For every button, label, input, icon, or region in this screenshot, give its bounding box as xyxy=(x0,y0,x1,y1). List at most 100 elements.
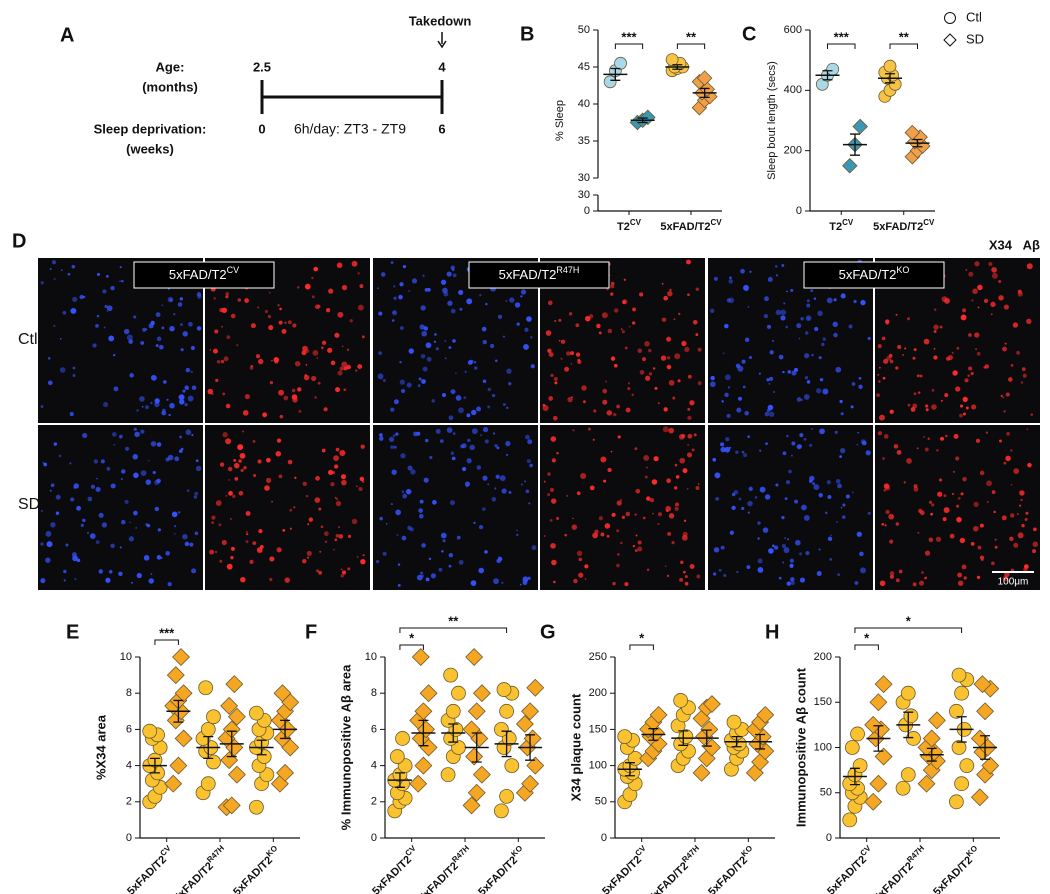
signal xyxy=(96,477,98,480)
signal xyxy=(392,310,398,316)
signal xyxy=(882,376,886,380)
signal xyxy=(145,479,152,485)
signal xyxy=(804,331,809,335)
signal xyxy=(583,400,586,404)
signal xyxy=(949,533,955,539)
signal xyxy=(994,545,998,549)
signal xyxy=(957,580,964,586)
data-point xyxy=(665,53,679,66)
signal xyxy=(421,379,426,384)
signal xyxy=(743,284,749,291)
label-sup: R47H xyxy=(450,843,471,864)
signal xyxy=(282,528,286,532)
signal xyxy=(747,306,750,308)
label-base: 5xFAD/T2 xyxy=(499,267,557,282)
signal xyxy=(560,339,566,344)
label-base: 5xFAD/T2 xyxy=(825,854,869,894)
data-point xyxy=(973,675,992,694)
signal xyxy=(284,577,290,583)
signal xyxy=(323,531,329,537)
signal xyxy=(291,394,298,400)
signal xyxy=(420,305,426,311)
signal xyxy=(956,516,962,523)
signal xyxy=(991,490,996,494)
signal xyxy=(484,439,489,444)
signal xyxy=(408,289,411,292)
signal xyxy=(620,499,622,501)
signal xyxy=(589,314,594,319)
signal xyxy=(816,571,822,577)
signal xyxy=(220,359,225,364)
signal xyxy=(673,318,676,321)
signal xyxy=(278,389,285,396)
signal xyxy=(972,288,978,295)
signal xyxy=(106,466,111,471)
signal xyxy=(351,518,358,525)
significance-label: ** xyxy=(686,29,697,44)
signal xyxy=(337,311,344,318)
signal xyxy=(993,510,996,514)
error-bar xyxy=(956,716,967,743)
signal xyxy=(684,581,689,586)
signal xyxy=(558,339,561,342)
y-tick-label: 200 xyxy=(814,651,832,663)
signal xyxy=(143,555,150,561)
signal xyxy=(527,439,533,445)
signal xyxy=(682,468,688,474)
signal xyxy=(681,342,685,346)
signal xyxy=(1010,449,1013,452)
signal xyxy=(277,304,280,307)
label-base: 5xFAD/T2 xyxy=(172,860,216,894)
signal xyxy=(743,453,748,458)
signal xyxy=(306,550,312,556)
signal xyxy=(697,381,702,386)
signal xyxy=(334,538,338,542)
signal xyxy=(225,494,228,497)
signal xyxy=(637,348,643,353)
y-tick-label: 150 xyxy=(589,723,607,735)
signal xyxy=(492,432,496,435)
signal xyxy=(508,382,512,386)
signal xyxy=(315,476,320,481)
label-sup: R47H xyxy=(556,265,579,275)
signal xyxy=(447,300,453,306)
signal xyxy=(233,462,240,469)
signal xyxy=(482,507,486,511)
signal xyxy=(196,326,202,331)
signal xyxy=(606,410,613,416)
signal xyxy=(860,299,866,306)
data-point xyxy=(526,756,545,775)
signal xyxy=(470,409,477,416)
signal xyxy=(725,437,730,442)
y-tick-label: 50 xyxy=(595,796,607,808)
signal xyxy=(45,530,52,537)
signal xyxy=(867,511,871,515)
signal xyxy=(610,281,615,286)
signal xyxy=(105,577,111,583)
signal xyxy=(931,388,935,392)
data-point xyxy=(521,702,540,721)
signal xyxy=(573,578,578,584)
signal xyxy=(51,260,57,265)
signal xyxy=(179,435,182,439)
data-point xyxy=(169,756,188,775)
signal xyxy=(58,454,62,458)
signal xyxy=(558,318,562,322)
signal xyxy=(523,343,529,350)
signal xyxy=(924,447,929,452)
signal xyxy=(1005,392,1010,397)
signal xyxy=(661,317,667,322)
data-point xyxy=(276,763,295,782)
signal xyxy=(221,539,227,546)
error-bar xyxy=(173,699,184,723)
signal xyxy=(623,278,626,281)
signal xyxy=(351,260,358,267)
signal xyxy=(421,543,426,548)
signal xyxy=(888,513,895,520)
signal xyxy=(104,304,108,309)
signal xyxy=(687,293,690,297)
signal xyxy=(191,568,197,574)
data-point xyxy=(959,758,975,773)
signal xyxy=(526,459,531,464)
signal xyxy=(602,388,608,394)
